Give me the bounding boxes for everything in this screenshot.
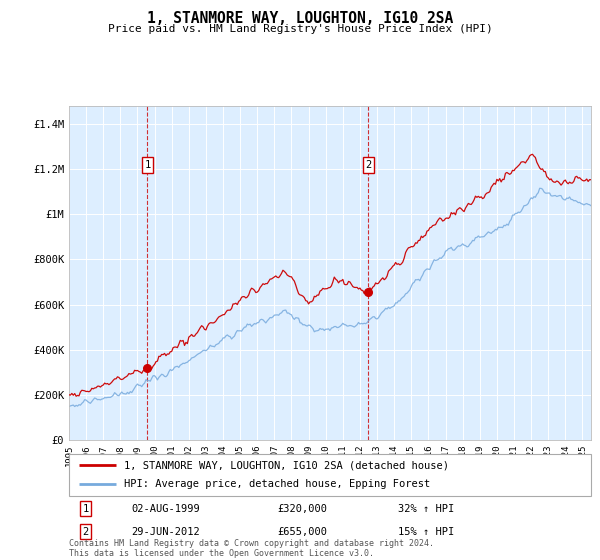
- Text: HPI: Average price, detached house, Epping Forest: HPI: Average price, detached house, Eppi…: [124, 479, 430, 489]
- Text: 1: 1: [144, 160, 151, 170]
- Text: £655,000: £655,000: [278, 527, 328, 537]
- Text: 1, STANMORE WAY, LOUGHTON, IG10 2SA (detached house): 1, STANMORE WAY, LOUGHTON, IG10 2SA (det…: [124, 460, 449, 470]
- FancyBboxPatch shape: [69, 454, 591, 496]
- Text: 2: 2: [83, 527, 89, 537]
- Text: 29-JUN-2012: 29-JUN-2012: [131, 527, 200, 537]
- Text: 1, STANMORE WAY, LOUGHTON, IG10 2SA: 1, STANMORE WAY, LOUGHTON, IG10 2SA: [147, 11, 453, 26]
- Text: 02-AUG-1999: 02-AUG-1999: [131, 504, 200, 514]
- Text: 15% ↑ HPI: 15% ↑ HPI: [398, 527, 454, 537]
- Text: £320,000: £320,000: [278, 504, 328, 514]
- Text: 1: 1: [83, 504, 89, 514]
- Text: 32% ↑ HPI: 32% ↑ HPI: [398, 504, 454, 514]
- Text: Price paid vs. HM Land Registry's House Price Index (HPI): Price paid vs. HM Land Registry's House …: [107, 24, 493, 34]
- Text: 2: 2: [365, 160, 371, 170]
- Text: Contains HM Land Registry data © Crown copyright and database right 2024.
This d: Contains HM Land Registry data © Crown c…: [69, 539, 434, 558]
